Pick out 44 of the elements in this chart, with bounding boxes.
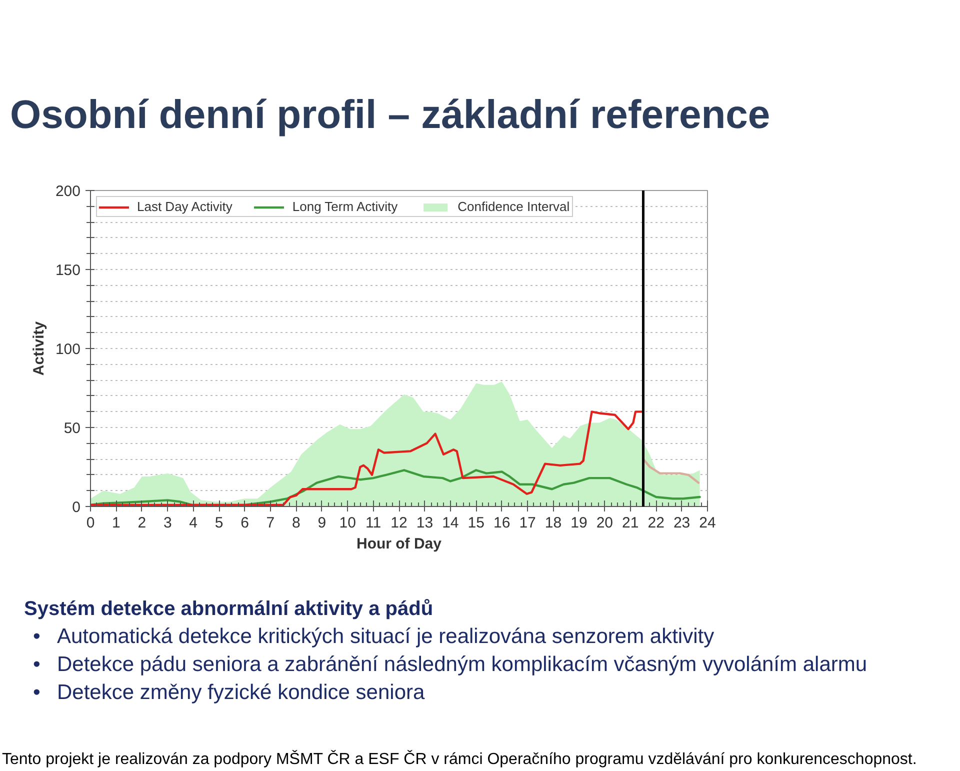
x-tick-label: 18 xyxy=(544,514,562,532)
x-tick-label: 13 xyxy=(416,514,434,532)
legend-label: Long Term Activity xyxy=(292,199,398,214)
text: • Automatická detekce kritických situací je realizována senzorem aktivity xyxy=(33,624,714,650)
x-tick-label: 17 xyxy=(519,514,536,532)
x-tick-label: 2 xyxy=(138,514,146,532)
x-tick-label: 6 xyxy=(240,514,249,532)
y-tick-label: 150 xyxy=(55,262,81,279)
x-tick-label: 16 xyxy=(493,514,510,532)
x-tick-label: 9 xyxy=(318,514,326,532)
line-series xyxy=(90,410,644,506)
text: Tento projekt je realizován za podpory MŠMT ČR a ESF ČR v rámci Operačního programu vzdělávání pro konkurenceschopnost. xyxy=(2,750,917,770)
x-tick-label: 20 xyxy=(596,514,614,532)
x-tick-label: 1 xyxy=(112,514,120,532)
x-axis-title: Hour of Day xyxy=(356,536,442,552)
x-tick-label: 24 xyxy=(699,514,716,532)
y-tick-label: 200 xyxy=(55,183,81,200)
x-tick-label: 21 xyxy=(622,514,639,532)
x-tick-label: 11 xyxy=(366,514,382,532)
x-tick-label: 3 xyxy=(163,514,172,532)
text: • Detekce změny fyzické kondice seniora xyxy=(33,680,425,706)
y-axis-title: Activity xyxy=(30,320,48,376)
x-tick-label: 4 xyxy=(189,514,198,532)
y-tick-label: 0 xyxy=(72,499,80,516)
x-tick-label: 0 xyxy=(86,514,95,532)
text: • Detekce pádu seniora a zabránění následným komplikacím včasným vyvoláním alarmu xyxy=(33,652,868,678)
y-tick-label: 100 xyxy=(55,341,81,358)
x-tick-label: 8 xyxy=(292,514,300,532)
chart-title: Osobní denní profil – základní reference xyxy=(10,93,770,137)
legend-label: Confidence Interval xyxy=(458,199,570,214)
x-tick-label: 12 xyxy=(390,514,408,532)
y-tick-label: 50 xyxy=(64,420,81,437)
legend-label: Last Day Activity xyxy=(137,199,232,214)
x-tick-label: 15 xyxy=(468,514,484,532)
line-series xyxy=(90,469,701,506)
line-series xyxy=(642,458,700,484)
x-tick-label: 10 xyxy=(339,514,356,532)
text: Systém detekce abnormální aktivity a pádů xyxy=(24,597,434,622)
x-tick-label: 23 xyxy=(673,514,690,532)
x-tick-label: 14 xyxy=(442,514,459,532)
x-tick-label: 22 xyxy=(648,514,664,532)
x-tick-label: 5 xyxy=(214,514,224,532)
x-tick-label: 19 xyxy=(570,514,588,532)
x-tick-label: 7 xyxy=(266,514,275,532)
